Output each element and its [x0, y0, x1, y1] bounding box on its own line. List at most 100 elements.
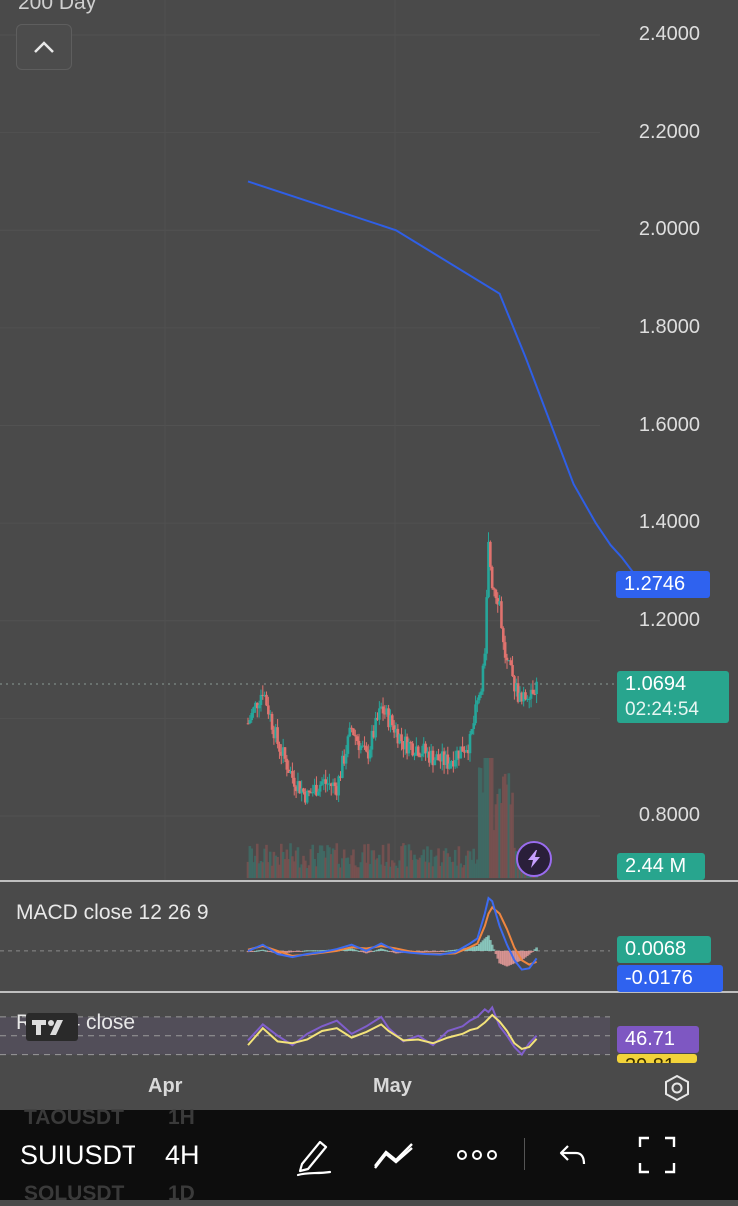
macd-histogram-bar: [359, 950, 363, 952]
volume-bar: [409, 850, 413, 878]
volume-bar: [304, 860, 307, 878]
candle-body: [398, 734, 401, 744]
volume-bar: [426, 846, 429, 878]
macd-histogram-bar: [426, 950, 429, 952]
candle-body: [507, 660, 511, 662]
candle-body: [416, 746, 420, 756]
volume-bar: [246, 861, 250, 878]
volume-bar: [307, 865, 311, 878]
volume-bar: [505, 784, 509, 878]
macd-histogram-bar: [452, 949, 455, 951]
volume-bar: [442, 850, 446, 878]
macd-histogram-bar: [474, 946, 477, 951]
macd-histogram-bar: [376, 949, 379, 951]
macd-histogram-bar: [440, 950, 444, 952]
chart-canvas[interactable]: [0, 0, 738, 1110]
candle-body: [452, 760, 455, 767]
volume-bar: [463, 865, 466, 878]
macd-histogram-bar: [354, 949, 357, 951]
macd-histogram-bar: [492, 949, 496, 951]
candle-body: [361, 745, 364, 747]
candle-body: [365, 746, 368, 752]
more-icon[interactable]: [456, 1148, 498, 1162]
toolbar-divider: [524, 1138, 525, 1170]
collapse-button[interactable]: [16, 24, 72, 70]
candle-body: [413, 755, 416, 757]
macd-label: MACD close 12 26 9: [16, 901, 209, 924]
volume-bar: [424, 861, 427, 878]
volume-bar: [317, 852, 320, 878]
candle-body: [492, 588, 496, 590]
volume-bar: [415, 859, 418, 878]
candle-body: [500, 601, 503, 629]
settings-hexagon-icon[interactable]: [662, 1073, 692, 1103]
candle-body: [407, 742, 411, 754]
candle-body: [466, 750, 470, 754]
macd-histogram-bar: [350, 948, 353, 951]
candle-body: [529, 689, 533, 699]
candle-body: [315, 784, 318, 796]
volume-bar: [483, 758, 487, 878]
volume-bar: [416, 859, 420, 878]
volume-bar: [267, 862, 270, 878]
candle-body: [533, 693, 537, 695]
fullscreen-icon[interactable]: [638, 1136, 676, 1174]
candle-body: [474, 704, 477, 724]
macd-histogram-bar: [498, 950, 501, 964]
candle-body: [476, 700, 479, 705]
macd-histogram-bar: [468, 947, 472, 951]
volume-bar: [444, 848, 448, 878]
ghost-symbol: SOLUSDT: [24, 1182, 125, 1205]
macd-histogram-bar: [259, 949, 263, 951]
volume-bar: [468, 851, 472, 878]
symbol-button[interactable]: SUIUSDT: [20, 1140, 135, 1170]
macd-histogram-bar: [448, 950, 451, 952]
macd-histogram-bar: [298, 950, 302, 952]
candle-body: [359, 745, 363, 751]
volume-bar: [394, 865, 398, 878]
volume-bar: [322, 851, 326, 878]
candle-body: [335, 786, 339, 796]
candle-body: [348, 727, 352, 737]
volume-bar: [461, 867, 464, 878]
volume-bar: [359, 862, 363, 878]
volume-bar: [341, 858, 344, 878]
macd-histogram-bar: [490, 944, 494, 951]
macd-histogram-bar: [355, 950, 359, 952]
candle-body: [328, 783, 331, 785]
macd-histogram-bar: [307, 950, 311, 952]
volume-bar: [453, 849, 457, 878]
volume-bar: [324, 857, 327, 878]
volume-bar: [333, 849, 337, 878]
candle-body: [352, 728, 355, 736]
volume-bar: [500, 803, 503, 878]
interval-button[interactable]: 4H: [165, 1140, 200, 1170]
macd-histogram-bar: [453, 949, 457, 951]
pen-icon[interactable]: [294, 1134, 334, 1178]
macd-histogram-bar: [315, 950, 318, 952]
candle-body: [309, 792, 313, 794]
candle-body: [463, 751, 466, 753]
volume-bar: [450, 862, 453, 878]
undo-icon[interactable]: [558, 1142, 588, 1168]
macd-histogram-bar: [352, 949, 355, 951]
candle-body: [285, 758, 289, 770]
candle-body: [520, 692, 524, 702]
volume-bar: [252, 862, 255, 878]
candle-body: [381, 706, 385, 714]
macd-histogram-bar: [348, 948, 352, 951]
candle-body: [305, 790, 309, 803]
macd-histogram-bar: [361, 950, 364, 953]
drawing-tools-icon[interactable]: [372, 1140, 416, 1172]
alert-button[interactable]: [516, 841, 552, 877]
volume-bar: [313, 859, 316, 878]
candle-body: [468, 734, 472, 754]
macd-histogram-bar: [304, 950, 307, 952]
volume-tag: 2.44 M: [617, 853, 705, 880]
volume-bar: [300, 864, 303, 878]
candle-body: [481, 665, 485, 692]
macd-histogram-bar: [268, 950, 272, 952]
lightning-icon: [528, 850, 540, 868]
last-price-value: 1.0694: [625, 673, 687, 695]
candle-body: [394, 728, 398, 733]
